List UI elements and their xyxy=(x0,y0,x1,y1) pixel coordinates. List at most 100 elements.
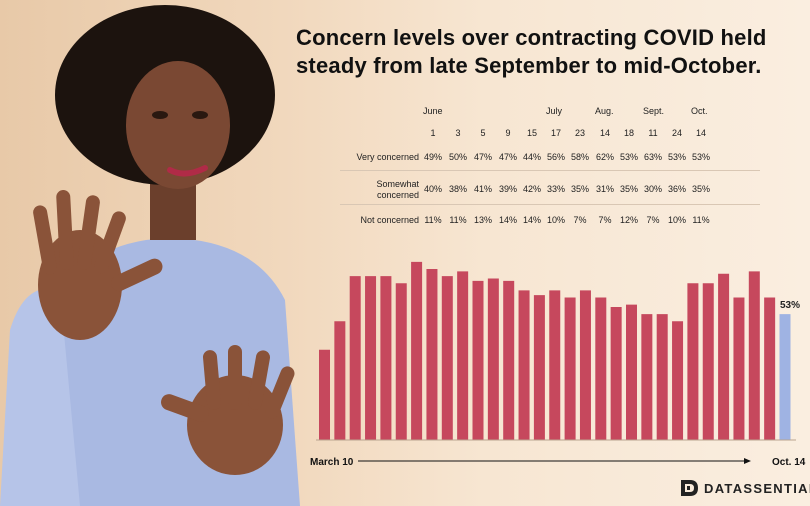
bar xyxy=(472,280,484,440)
table-day-label: 1 xyxy=(430,128,436,138)
bar xyxy=(349,276,361,440)
table-cell: 11% xyxy=(692,215,710,225)
bar xyxy=(733,297,745,440)
table-day-label: 3 xyxy=(455,128,461,138)
table-cell: 14% xyxy=(522,215,541,225)
logo-text: DATASSENTIAL xyxy=(704,480,810,496)
table-cell: 47% xyxy=(473,152,492,162)
table-cell: 40% xyxy=(423,184,442,194)
table-row-label: Very concerned xyxy=(356,152,419,162)
table-day-label: 24 xyxy=(671,128,682,138)
table-row-separator xyxy=(340,204,760,205)
table-cell: 31% xyxy=(595,184,614,194)
table-cell: 35% xyxy=(691,184,710,194)
table-cell: 41% xyxy=(473,184,492,194)
table-row-separator xyxy=(340,170,760,171)
table-cell: 13% xyxy=(473,215,492,225)
table-cell: 7% xyxy=(573,215,587,225)
table-cell: 53% xyxy=(619,152,638,162)
bar xyxy=(334,321,346,440)
table-day-label: 14 xyxy=(599,128,610,138)
table-cell: 7% xyxy=(598,215,612,225)
table-cell: 7% xyxy=(646,215,660,225)
chart-title-line-2: steady from late September to mid-Octobe… xyxy=(296,53,762,78)
table-day-label: 15 xyxy=(526,128,537,138)
table-cell: 53% xyxy=(667,152,686,162)
table-day-label: 11 xyxy=(648,128,658,138)
table-month-label: Oct. xyxy=(691,106,708,116)
table-day-label: 9 xyxy=(505,128,511,138)
table-cell: 10% xyxy=(667,215,686,225)
last-bar-value-label: 53% xyxy=(780,300,800,311)
bar xyxy=(533,295,545,440)
bar xyxy=(564,297,576,440)
table-cell: 62% xyxy=(595,152,614,162)
table-cell: 10% xyxy=(546,215,565,225)
table-day-label: 14 xyxy=(695,128,706,138)
bar xyxy=(626,304,637,440)
bar xyxy=(411,261,423,440)
table-cell: 12% xyxy=(619,215,638,225)
table-row-label: Somewhat concerned xyxy=(376,179,419,200)
table-day-label: 5 xyxy=(480,128,486,138)
bar xyxy=(718,273,730,440)
table-cell: 49% xyxy=(423,152,442,162)
table-day-label: 18 xyxy=(623,128,634,138)
bar xyxy=(487,278,499,440)
bar xyxy=(518,290,530,440)
bar xyxy=(579,290,591,440)
table-cell: 44% xyxy=(522,152,541,162)
bar-highlight xyxy=(779,314,791,440)
timeline-arrow-head xyxy=(744,458,751,464)
bar xyxy=(441,276,453,440)
bar xyxy=(426,269,438,440)
table-month-label: June xyxy=(423,106,443,116)
table-day-label: 17 xyxy=(550,128,561,138)
table-month-label: Aug. xyxy=(595,106,614,116)
table-cell: 35% xyxy=(619,184,638,194)
datassential-logo: DATASSENTIAL xyxy=(680,478,810,498)
table-cell: 53% xyxy=(691,152,710,162)
table-cell: 56% xyxy=(546,152,565,162)
datassential-logo-icon xyxy=(681,480,698,496)
table-cell: 42% xyxy=(522,184,541,194)
table-cell: 11% xyxy=(424,215,442,225)
bar xyxy=(748,271,760,440)
table-day-label: 23 xyxy=(574,128,585,138)
survey-table: June July Aug. Sept. Oct. 1 3 5 9 15 17 23 14 18 11 24 1… xyxy=(335,0,765,240)
chart-title: Concern levels over contracting COVID he… xyxy=(296,24,796,80)
x-axis-start-label: March 10 xyxy=(310,457,354,468)
x-axis-end-label: Oct. 14 xyxy=(772,457,806,468)
table-month-label: Sept. xyxy=(643,106,665,116)
table-row-label: Not concerned xyxy=(360,215,419,225)
table-cell: 11% xyxy=(449,215,467,225)
bars-group xyxy=(319,261,791,440)
bar xyxy=(380,276,392,440)
bar xyxy=(549,290,561,440)
table-cell: 35% xyxy=(570,184,589,194)
bar xyxy=(595,297,607,440)
table-cell: 63% xyxy=(643,152,662,162)
bar xyxy=(764,297,776,440)
bar xyxy=(672,321,684,440)
bar xyxy=(656,314,668,440)
table-cell: 33% xyxy=(546,184,565,194)
table-month-label: July xyxy=(546,106,563,116)
bar xyxy=(503,280,515,440)
table-cell: 47% xyxy=(498,152,517,162)
bar xyxy=(457,271,469,440)
table-cell: 36% xyxy=(667,184,686,194)
table-cell: 38% xyxy=(448,184,467,194)
table-cell: 14% xyxy=(498,215,517,225)
table-cell: 50% xyxy=(448,152,467,162)
table-cell: 39% xyxy=(498,184,517,194)
table-cell: 30% xyxy=(643,184,662,194)
chart-title-line-1: Concern levels over contracting COVID he… xyxy=(296,25,767,50)
bar xyxy=(319,349,330,440)
bar xyxy=(702,283,714,440)
table-cell: 58% xyxy=(570,152,589,162)
bar xyxy=(395,283,407,440)
bar xyxy=(365,276,377,440)
